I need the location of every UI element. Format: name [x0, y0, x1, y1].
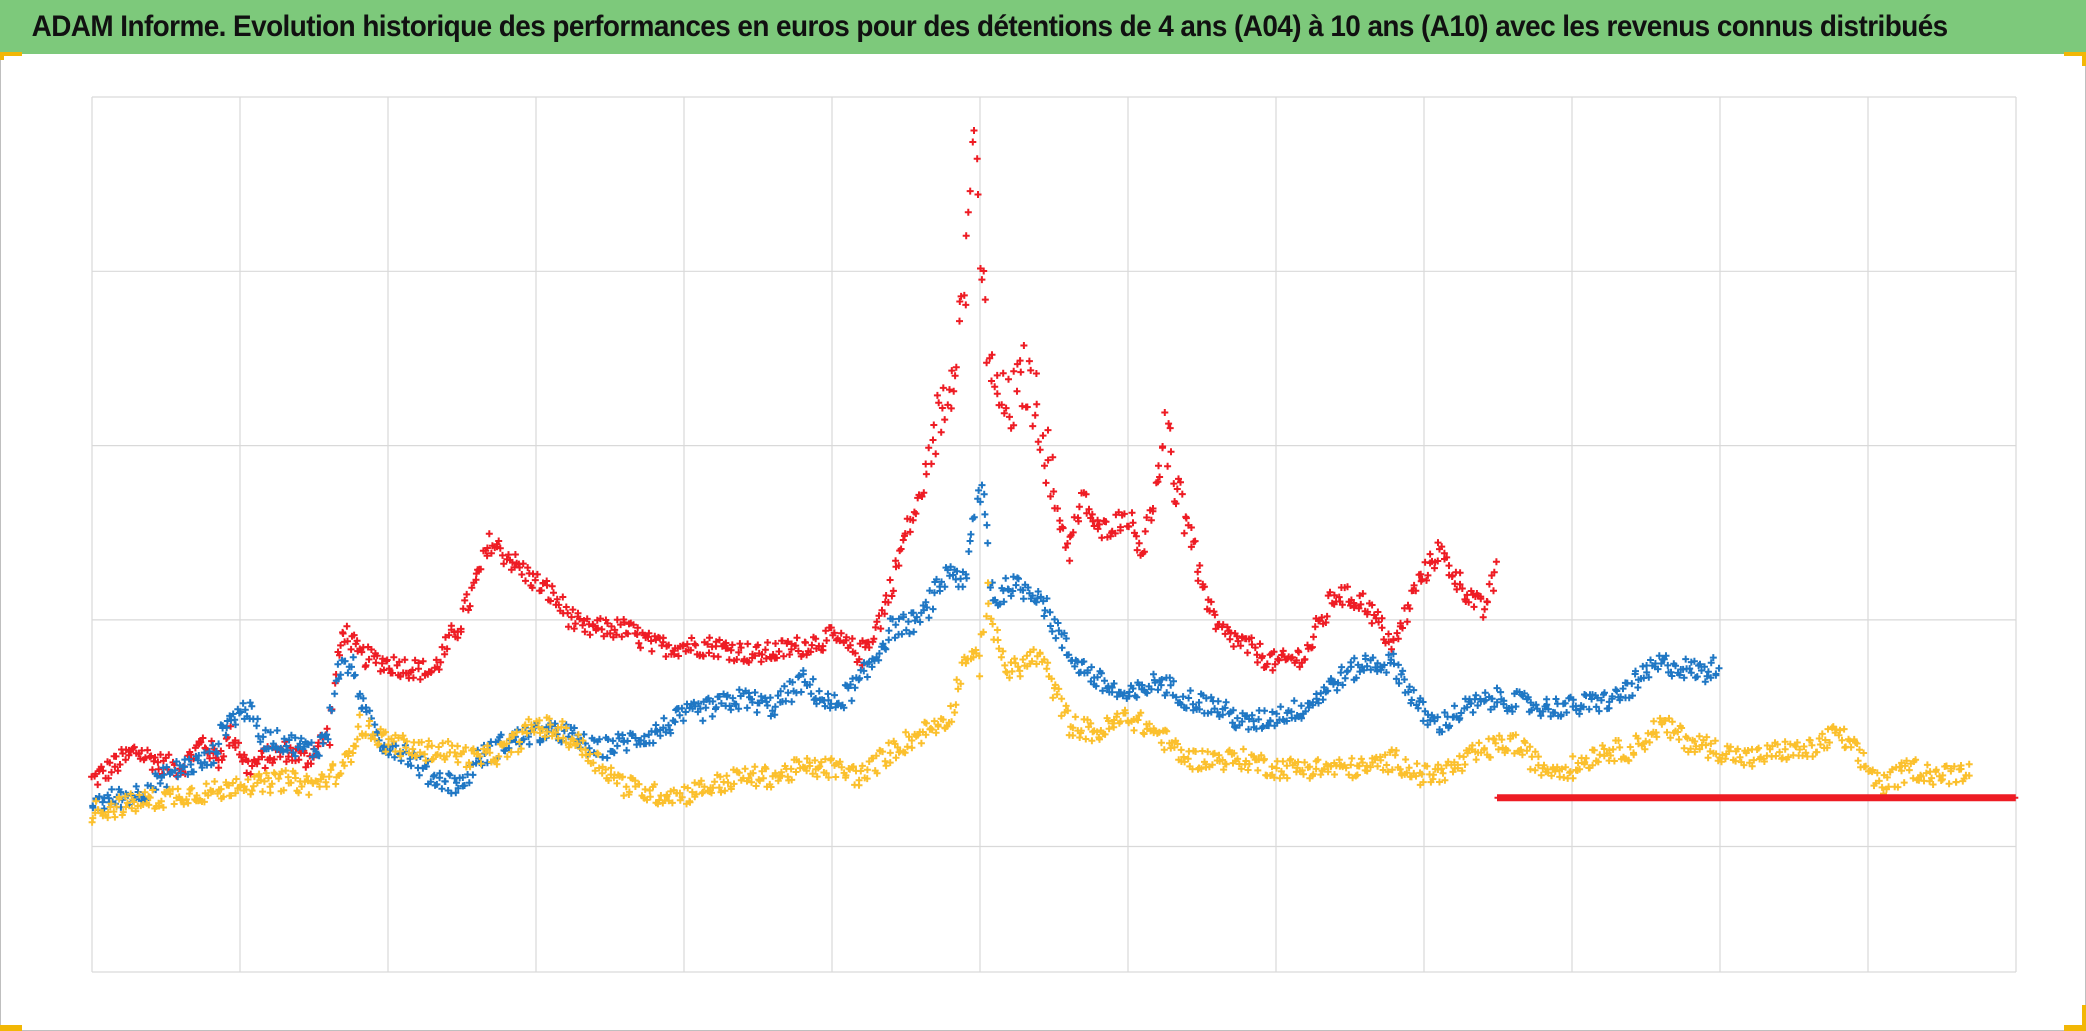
- corner-accent-bottom-right: [2064, 1025, 2086, 1031]
- title-bar: ADAM Informe. Evolution historique des p…: [0, 0, 2086, 54]
- corner-accent-top-right-vertical: [2082, 52, 2086, 66]
- corner-accent-bottom-left: [0, 1025, 22, 1031]
- series-red: [88, 127, 1500, 789]
- series-red-flat-markers: [1494, 794, 2019, 802]
- chart-title: ADAM Informe. Evolution historique des p…: [31, 10, 1949, 43]
- corner-accent-top-right: [2064, 52, 2086, 56]
- corner-accent-top-left-vertical: [0, 52, 4, 60]
- series-red-markers: [88, 127, 1500, 789]
- series-yellow: [88, 579, 1973, 826]
- chart-marks: [88, 127, 2019, 826]
- series-blue: [89, 481, 1723, 814]
- corner-accent-top-left: [0, 52, 22, 56]
- series-blue-markers: [89, 481, 1723, 814]
- corner-accent-bottom-right-vertical: [2082, 1005, 2086, 1031]
- series-red-flat: [1494, 794, 2019, 802]
- series-yellow-markers: [88, 579, 1973, 826]
